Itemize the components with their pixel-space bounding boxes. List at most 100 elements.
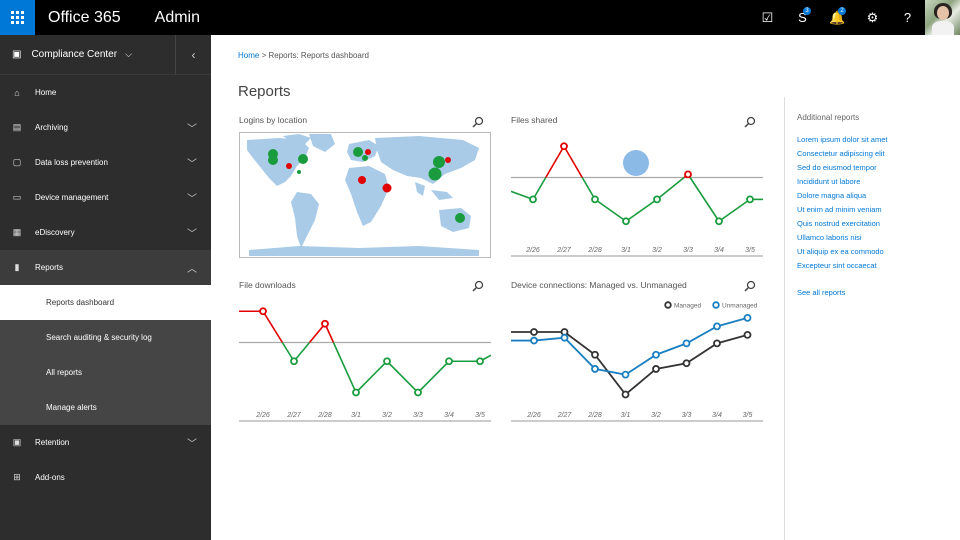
main-content: Home > Reports: Reports dashboard Report… [211, 35, 960, 540]
top-icons: ☑ S 3 🔔 2 ⚙? [750, 0, 960, 35]
data-point[interactable] [352, 388, 360, 397]
sidebar-item-retention[interactable]: ▣ Retention ﹀ [0, 425, 211, 460]
app-name: Admin [154, 8, 200, 26]
sidebar-item-reports[interactable]: ▮ Reports ︿ [0, 250, 211, 285]
map-marker[interactable] [382, 183, 392, 193]
data-point[interactable] [414, 388, 422, 397]
sidebar-item-ediscovery[interactable]: ▦ eDiscovery ﹀ [0, 215, 211, 250]
data-point[interactable] [653, 195, 661, 204]
map-marker[interactable] [365, 149, 371, 155]
data-point[interactable] [530, 328, 538, 336]
zoom-icon[interactable] [472, 280, 484, 292]
sidebar-item-data-loss-prevention[interactable]: ▢ Data loss prevention ﹀ [0, 145, 211, 180]
series-line [545, 145, 565, 178]
data-point[interactable] [621, 370, 630, 379]
help-button[interactable]: ? [890, 0, 925, 35]
series-line [417, 360, 450, 394]
gear-button[interactable]: ⚙ [855, 0, 890, 35]
data-point[interactable] [715, 217, 723, 226]
additional-report-link[interactable]: Ut aliquip ex ea commodo [797, 247, 884, 256]
x-tick-label: 3/5 [745, 247, 755, 254]
sidebar-subitem-all-reports[interactable]: All reports [0, 355, 211, 390]
data-point[interactable] [622, 217, 630, 226]
additional-report-link[interactable]: Ullamco laboris nisi [797, 233, 862, 242]
data-point[interactable] [652, 350, 660, 359]
highlight-bubble[interactable] [623, 150, 649, 176]
home-icon: ⌂ [14, 87, 20, 98]
data-point[interactable] [713, 339, 721, 348]
data-point[interactable] [529, 195, 537, 204]
data-point[interactable] [591, 350, 599, 359]
additional-report-link[interactable]: Incididunt ut labore [797, 177, 861, 186]
app-launcher-button[interactable] [0, 0, 35, 35]
additional-report-link[interactable]: Dolore magna aliqua [797, 191, 867, 200]
x-tick-label: 3/2 [652, 247, 662, 254]
map-marker[interactable] [362, 155, 368, 161]
zoom-icon[interactable] [472, 116, 484, 128]
additional-report-link[interactable]: Lorem ipsum dolor sit amet [797, 135, 888, 144]
data-point[interactable] [259, 307, 267, 316]
data-point[interactable] [682, 359, 691, 368]
bell-button[interactable]: 🔔 2 [820, 0, 855, 35]
sidebar-item-label: Home [35, 88, 57, 97]
map-marker[interactable] [353, 147, 363, 157]
sidebar-subitem-reports-dashboard[interactable]: Reports dashboard [0, 285, 211, 320]
sidebar-item-home[interactable]: ⌂ Home [0, 75, 211, 110]
see-all-reports-link[interactable]: See all reports [797, 288, 846, 297]
data-point[interactable] [321, 319, 329, 328]
sidebar-subitem-manage-alerts[interactable]: Manage alerts [0, 390, 211, 425]
data-point[interactable] [476, 357, 484, 366]
x-tick-label: 3/3 [683, 247, 693, 254]
data-point[interactable] [682, 339, 691, 348]
data-point[interactable] [621, 390, 630, 399]
data-point[interactable] [530, 336, 538, 345]
data-point[interactable] [652, 365, 660, 373]
map-marker[interactable] [445, 157, 451, 163]
collapse-sidebar-button[interactable]: ‹ [175, 35, 211, 75]
data-point[interactable] [445, 357, 453, 366]
data-point[interactable] [383, 357, 391, 366]
additional-report-link[interactable]: Sed do eiusmod tempor [797, 163, 877, 172]
additional-report-link[interactable]: Excepteur sint occaecat [797, 261, 877, 270]
compliance-center-header[interactable]: ▣ Compliance Center ⌵ ‹ [0, 35, 211, 75]
zoom-icon[interactable] [744, 280, 756, 292]
map-marker[interactable] [297, 170, 301, 174]
map-marker[interactable] [286, 163, 292, 169]
data-point[interactable] [684, 170, 692, 179]
help-icon: ? [903, 10, 912, 25]
map-marker[interactable] [268, 155, 278, 165]
map-marker[interactable] [455, 213, 465, 223]
additional-report-link[interactable]: Ut enim ad minim veniam [797, 205, 882, 214]
continent-north-america [247, 138, 309, 186]
breadcrumb-home-link[interactable]: Home [238, 51, 260, 60]
sidebar-item-device-management[interactable]: ▭ Device management ﹀ [0, 180, 211, 215]
brand-title[interactable]: Office 365 [48, 8, 121, 26]
sidebar-item-label: Device management [35, 193, 109, 202]
data-point[interactable] [746, 195, 754, 204]
data-point[interactable] [290, 357, 298, 366]
data-point[interactable] [560, 333, 569, 342]
data-point[interactable] [560, 142, 568, 151]
data-point[interactable] [591, 195, 599, 204]
map-marker[interactable] [428, 167, 442, 181]
tasks-button[interactable]: ☑ [750, 0, 785, 35]
map-marker[interactable] [298, 154, 308, 164]
sidebar-item-archiving[interactable]: ▤ Archiving ﹀ [0, 110, 211, 145]
map-marker[interactable] [433, 156, 445, 168]
series-line [332, 342, 357, 393]
sidebar-item-label: eDiscovery [35, 228, 75, 237]
sidebar-item-add-ons[interactable]: ⊞ Add-ons [0, 460, 211, 495]
additional-report-link[interactable]: Quis nostrud exercitation [797, 219, 880, 228]
avatar[interactable] [925, 0, 960, 35]
data-point[interactable] [743, 330, 752, 339]
map-marker[interactable] [358, 176, 366, 184]
legend-label: Unmanaged [722, 303, 758, 310]
additional-report-link[interactable]: Consectetur adipiscing elit [797, 149, 885, 158]
zoom-icon[interactable] [744, 116, 756, 128]
data-point[interactable] [713, 322, 721, 331]
sidebar-subitem-search-auditing-security-log[interactable]: Search auditing & security log [0, 320, 211, 355]
data-point[interactable] [591, 365, 599, 373]
data-point[interactable] [743, 313, 752, 322]
chevron-up-icon: ︿ [187, 264, 197, 275]
